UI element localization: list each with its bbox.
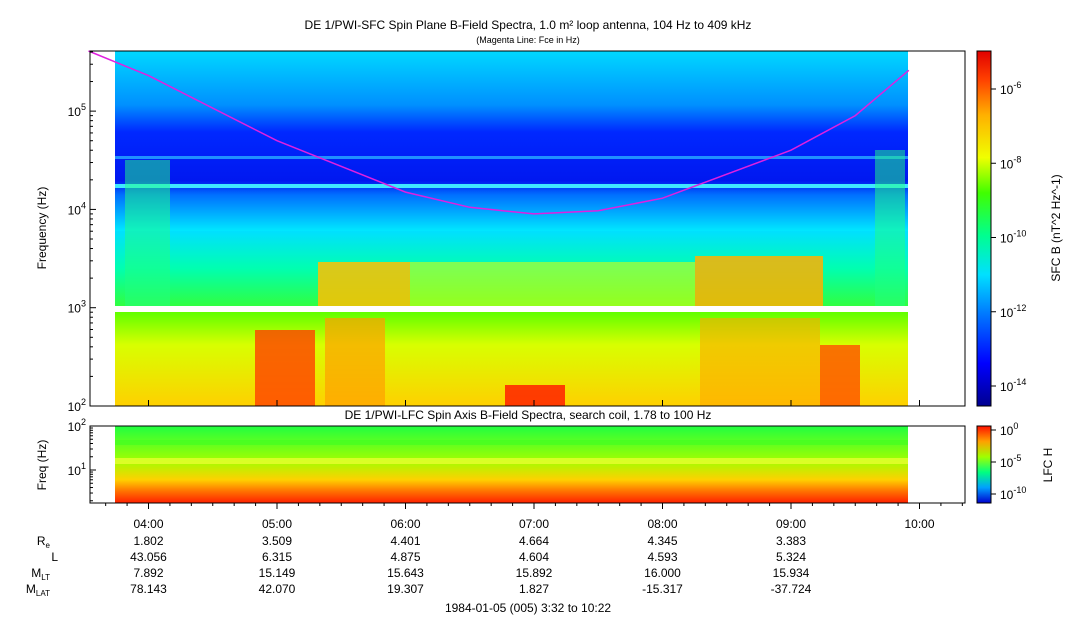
sfc-colorbar-tick-label: 10-6 (1000, 80, 1021, 97)
lfc-y-axis: 101 102 (68, 417, 96, 502)
ephemeris-value: 4.604 (519, 550, 549, 564)
sfc-emission-patch (700, 318, 820, 406)
sfc-y-tick-label: 102 (68, 397, 86, 414)
lfc-y-tick-label: 102 (68, 417, 86, 434)
lfc-emission-band (115, 440, 908, 445)
ephemeris-value: 5.324 (776, 550, 806, 564)
chart-subtitle-sfc: (Magenta Line: Fce in Hz) (476, 35, 580, 45)
ephemeris-value: 42.070 (259, 582, 296, 596)
ephemeris-value: 4.664 (519, 534, 549, 548)
ephemeris-value: 15.149 (259, 566, 296, 580)
lfc-colorbar-label: LFC H (1041, 448, 1055, 483)
ephemeris-value: 4.593 (647, 550, 677, 564)
sfc-y-tick-label: 105 (68, 102, 86, 119)
sfc-y-axis-label: Frequency (Hz) (35, 187, 49, 270)
chart-title-lfc: DE 1/PWI-LFC Spin Axis B-Field Spectra, … (345, 408, 712, 422)
x-tick-label: 04:00 (133, 517, 163, 531)
lfc-emission-band (115, 458, 908, 464)
ephemeris-row-label: MLT (31, 566, 50, 582)
sfc-emission-patch (695, 256, 823, 306)
ephemeris-value: 15.892 (516, 566, 553, 580)
ephemeris-value: 4.875 (390, 550, 420, 564)
ephemeris-row-label: MLAT (26, 582, 50, 598)
lfc-y-axis-label: Freq (Hz) (35, 440, 49, 491)
ephemeris-value: 3.383 (776, 534, 806, 548)
sfc-colorbar: 10-6 10-8 10-10 10-12 10-14 SFC B (nT^2 Hz^-… (976, 50, 1063, 407)
ephemeris-value: 4.345 (647, 534, 677, 548)
ephemeris-row-label: L (51, 550, 58, 564)
time-range-footer: 1984-01-05 (005) 3:32 to 10:22 (445, 601, 611, 615)
ephemeris-value: 4.401 (390, 534, 420, 548)
ephemeris-value: 43.056 (130, 550, 167, 564)
lfc-colorbar: 100 10-5 10-10 LFC H (976, 421, 1055, 504)
sfc-colorbar-tick-label: 10-14 (1000, 377, 1026, 394)
sfc-emission-patch (255, 330, 315, 406)
chart-title-sfc: DE 1/PWI-SFC Spin Plane B-Field Spectra,… (305, 18, 752, 32)
sfc-y-axis: 102 103 104 105 (68, 51, 96, 414)
sfc-high-frequency-band (115, 51, 908, 231)
lfc-colorbar-tick-label: 10-5 (1000, 453, 1021, 470)
lfc-spectrogram-panel (89, 425, 966, 504)
sfc-colorbar-label: SFC B (nT^2 Hz^-1) (1049, 174, 1063, 281)
ephemeris-value: 7.892 (133, 566, 163, 580)
sfc-emission-patch (875, 150, 905, 310)
lfc-colorbar-tick-label: 10-10 (1000, 485, 1026, 502)
ephemeris-value: 78.143 (130, 582, 167, 596)
x-tick-label: 08:00 (647, 517, 677, 531)
sfc-panel-frame (89, 50, 966, 407)
ephemeris-value: 6.315 (262, 550, 292, 564)
fce-magenta-line (88, 50, 910, 215)
sfc-emission-patch (505, 385, 565, 406)
ephemeris-value: 19.307 (387, 582, 424, 596)
lfc-colorbar-tick-label: 100 (1000, 421, 1018, 438)
ephemeris-value: 3.509 (262, 534, 292, 548)
ephemeris-value: 15.643 (387, 566, 424, 580)
ephemeris-value: 1.827 (519, 582, 549, 596)
ephemeris-table: Re 1.802 3.509 4.401 4.664 4.345 3.383 L 43.056 6… (26, 534, 812, 598)
ephemeris-value: 15.934 (773, 566, 810, 580)
sfc-emission-patch (820, 345, 860, 406)
sfc-colorbar-ticks: 10-6 10-8 10-10 10-12 10-14 (991, 80, 1026, 394)
ephemeris-value: -15.317 (642, 582, 683, 596)
lfc-data-image (115, 426, 908, 503)
x-tick-label: 09:00 (776, 517, 806, 531)
x-tick-label: 05:00 (262, 517, 292, 531)
sfc-colorbar-gradient (976, 50, 992, 407)
ephemeris-value: 16.000 (644, 566, 681, 580)
x-tick-label: 10:00 (904, 517, 934, 531)
ephemeris-row-label: Re (37, 534, 51, 550)
sfc-emission-patch (410, 262, 695, 306)
time-x-axis: 04:00 05:00 06:00 07:00 08:00 09:00 10:00 (105, 400, 963, 531)
sfc-cyan-line-30khz (115, 156, 908, 159)
lfc-colorbar-gradient (976, 425, 992, 504)
sfc-spectrogram-panel (88, 50, 966, 407)
sfc-cyan-line-17khz (115, 184, 908, 188)
ephemeris-value: 1.802 (133, 534, 163, 548)
sfc-y-tick-label: 104 (68, 200, 86, 217)
lfc-colorbar-ticks: 100 10-5 10-10 (991, 421, 1026, 502)
sfc-emission-patch (125, 160, 170, 310)
sfc-y-tick-label: 103 (68, 299, 86, 316)
sfc-colorbar-tick-label: 10-10 (1000, 229, 1026, 246)
sfc-data-gap (115, 306, 908, 312)
sfc-emission-patch (325, 318, 385, 406)
lfc-y-tick-label: 101 (68, 461, 86, 478)
x-tick-label: 07:00 (519, 517, 549, 531)
x-tick-label: 06:00 (390, 517, 420, 531)
sfc-colorbar-tick-label: 10-12 (1000, 303, 1026, 320)
ephemeris-value: -37.724 (771, 582, 812, 596)
lfc-panel-frame (89, 425, 966, 504)
sfc-colorbar-tick-label: 10-8 (1000, 154, 1021, 171)
sfc-emission-patch (318, 262, 410, 306)
